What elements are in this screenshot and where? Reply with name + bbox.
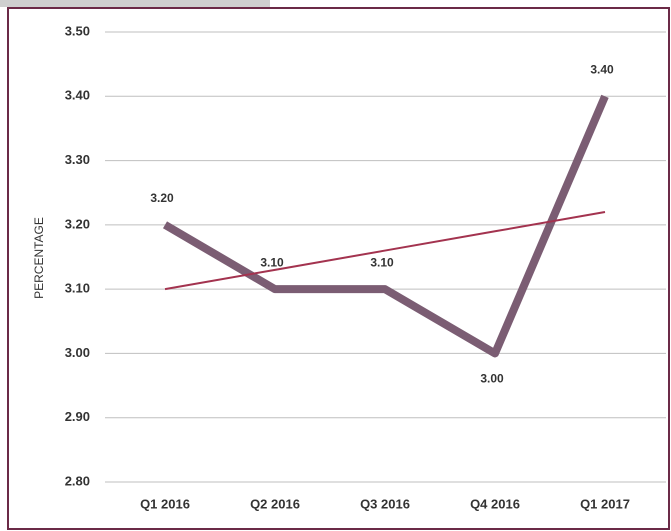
y-tick-label: 3.50 — [65, 23, 90, 38]
y-tick-label: 3.30 — [65, 152, 90, 167]
chart-frame — [7, 7, 670, 530]
trend-line — [164, 211, 606, 291]
x-tick-label: Q1 2016 — [140, 496, 190, 511]
y-tick-label: 3.20 — [65, 216, 90, 231]
series-line — [162, 94, 609, 358]
y-tick-label: 2.90 — [65, 409, 90, 424]
y-tick-label: 2.80 — [65, 473, 90, 488]
y-tick-label: 3.10 — [65, 281, 90, 296]
data-label: 3.40 — [590, 62, 614, 76]
data-label: 3.20 — [150, 191, 174, 205]
x-tick-label: Q3 2016 — [360, 496, 410, 511]
data-label: 3.10 — [260, 255, 284, 269]
y-axis-label: PERCENTAGE — [32, 217, 46, 299]
x-tick-label: Q2 2016 — [250, 496, 300, 511]
y-tick-label: 3.00 — [65, 345, 90, 360]
top-strip — [0, 0, 270, 7]
y-tick-label: 3.40 — [65, 88, 90, 103]
data-label: 3.00 — [480, 372, 504, 386]
data-label: 3.10 — [370, 255, 394, 269]
x-tick-label: Q4 2016 — [470, 496, 520, 511]
x-tick-label: Q1 2017 — [580, 496, 630, 511]
